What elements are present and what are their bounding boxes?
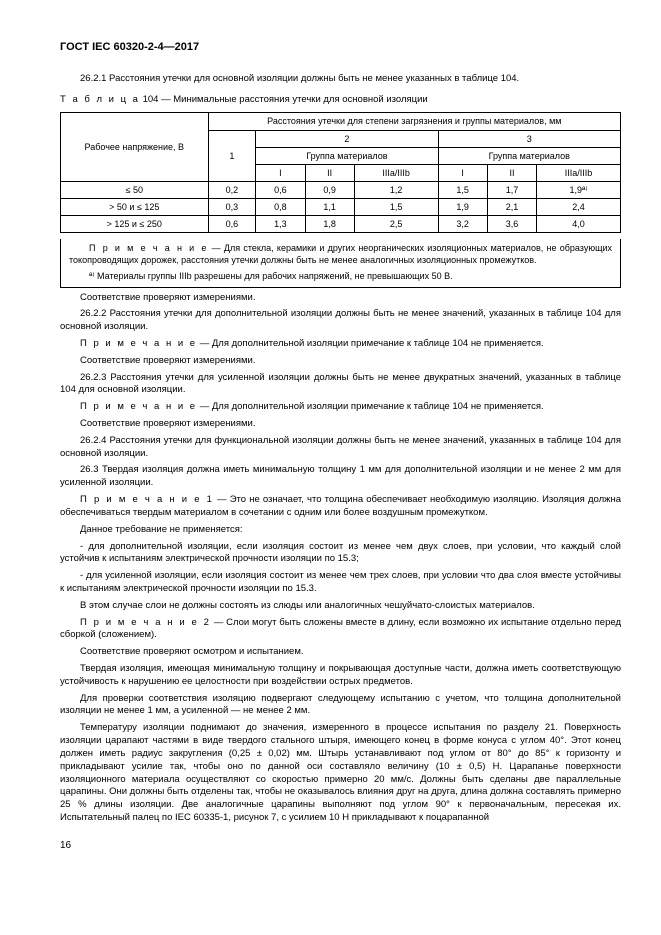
c: 2,5	[354, 216, 438, 233]
c: 2,1	[487, 199, 536, 216]
c: 1,9ª⁾	[537, 182, 621, 199]
p3: 26.2.2 Расстояния утечки для дополнитель…	[60, 308, 621, 334]
c: 1,7	[487, 182, 536, 199]
sub-i2: I	[438, 164, 487, 181]
p10: 26.3 Твердая изоляция должна иметь миним…	[60, 464, 621, 490]
c: 3,2	[438, 216, 487, 233]
c: 1,1	[305, 199, 354, 216]
c: 3,6	[487, 216, 536, 233]
p7: П р и м е ч а н и е — Для дополнительной…	[60, 401, 621, 414]
c: 1,5	[354, 199, 438, 216]
p4: П р и м е ч а н и е — Для дополнительной…	[60, 338, 621, 351]
grp3: Группа материалов	[439, 147, 620, 162]
p2: Соответствие проверяют измерениями.	[60, 292, 621, 305]
p17: Соответствие проверяют осмотром и испыта…	[60, 646, 621, 659]
rv1: > 50 и ≤ 125	[61, 199, 209, 216]
p16: П р и м е ч а н и е 2 — Слои могут быть …	[60, 617, 621, 643]
c: 0,6	[256, 182, 305, 199]
table-row: > 125 и ≤ 250 0,6 1,3 1,8 2,5 3,2 3,6 4,…	[61, 216, 621, 233]
c: 1,9	[438, 199, 487, 216]
h3-wrap: 3 Группа материалов	[438, 130, 620, 164]
para-26-2-1: 26.2.1 Расстояния утечки для основной из…	[60, 73, 621, 86]
table-row: > 50 и ≤ 125 0,3 0,8 1,1 1,5 1,9 2,1 2,4	[61, 199, 621, 216]
sub-ii: II	[305, 164, 354, 181]
p18: Твердая изоляция, имеющая минимальную то…	[60, 663, 621, 689]
table-caption-prefix: Т а б л и ц а	[60, 94, 140, 105]
p5: Соответствие проверяют измерениями.	[60, 355, 621, 368]
table-caption-rest: 104 — Минимальные расстояния утечки для …	[143, 94, 428, 105]
h1: 1	[208, 130, 256, 181]
rv0: ≤ 50	[61, 182, 209, 199]
top-header: Расстояния утечки для степени загрязнени…	[208, 113, 620, 130]
page: ГОСТ IEC 60320-2-4—2017 26.2.1 Расстояни…	[0, 0, 661, 872]
p16l: П р и м е ч а н и е 2	[80, 617, 211, 628]
p8: Соответствие проверяют измерениями.	[60, 418, 621, 431]
c: 0,3	[208, 199, 256, 216]
note1: П р и м е ч а н и е — Для стекла, керами…	[69, 243, 612, 266]
p4t: — Для дополнительной изоляции примечание…	[197, 338, 544, 349]
p11: П р и м е ч а н и е 1 — Это не означает,…	[60, 494, 621, 520]
p13: - для дополнительной изоляции, если изол…	[60, 541, 621, 567]
table-caption: Т а б л и ц а 104 — Минимальные расстоян…	[60, 94, 621, 107]
c: 0,2	[208, 182, 256, 199]
c: 4,0	[537, 216, 621, 233]
p9: 26.2.4 Расстояния утечки для функциональ…	[60, 435, 621, 461]
table-row: ≤ 50 0,2 0,6 0,9 1,2 1,5 1,7 1,9ª⁾	[61, 182, 621, 199]
p15: В этом случае слои не должны состоять из…	[60, 600, 621, 613]
p19: Для проверки соответствия изоляцию подве…	[60, 693, 621, 719]
nl: П р и м е ч а н и е	[80, 338, 197, 349]
note1-label: П р и м е ч а н и е	[89, 243, 208, 253]
col-header-voltage: Рабочее напряжение, В	[61, 113, 209, 182]
table-row: Рабочее напряжение, В Расстояния утечки …	[61, 113, 621, 130]
c: 1,2	[354, 182, 438, 199]
nl2: П р и м е ч а н и е	[80, 401, 197, 412]
h2-wrap: 2 Группа материалов	[256, 130, 438, 164]
p7t: — Для дополнительной изоляции примечание…	[197, 401, 544, 412]
sub-ii2: II	[487, 164, 536, 181]
c: 1,5	[438, 182, 487, 199]
rv2: > 125 и ≤ 250	[61, 216, 209, 233]
c: 0,6	[208, 216, 256, 233]
page-number: 16	[60, 839, 621, 853]
p14: - для усиленной изоляции, если изоляция …	[60, 570, 621, 596]
note2: ª⁾ Материалы группы IIIb разрешены для р…	[69, 271, 612, 283]
sub-i: I	[256, 164, 305, 181]
p12: Данное требование не применяется:	[60, 524, 621, 537]
p20: Температуру изоляции поднимают до значен…	[60, 722, 621, 825]
c: 2,4	[537, 199, 621, 216]
c: 0,8	[256, 199, 305, 216]
c: 1,8	[305, 216, 354, 233]
table-note: П р и м е ч а н и е — Для стекла, керами…	[60, 239, 621, 287]
table-104: Рабочее напряжение, В Расстояния утечки …	[60, 112, 621, 233]
grp2: Группа материалов	[256, 147, 437, 162]
c: 1,3	[256, 216, 305, 233]
h3: 3	[443, 133, 616, 145]
sub-iii2: IIIa/IIIb	[537, 164, 621, 181]
p11l: П р и м е ч а н и е 1	[80, 494, 214, 505]
h2: 2	[260, 133, 433, 145]
doc-header: ГОСТ IEC 60320-2-4—2017	[60, 40, 621, 55]
c: 0,9	[305, 182, 354, 199]
p6: 26.2.3 Расстояния утечки для усиленной и…	[60, 372, 621, 398]
sub-iii: IIIa/IIIb	[354, 164, 438, 181]
